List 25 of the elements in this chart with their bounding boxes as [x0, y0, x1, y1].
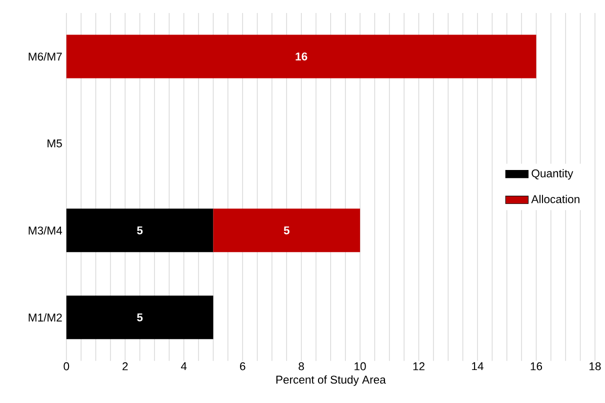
bar: [213, 208, 360, 252]
x-tick-label: 8: [298, 362, 304, 370]
x-tick-label: 12: [413, 362, 424, 370]
x-tick-label: 6: [240, 362, 246, 370]
x-tick-label: 14: [472, 362, 484, 370]
data-label: 5: [137, 226, 143, 234]
y-tick-label: M1/M2: [28, 313, 62, 322]
legend-label: Allocation: [531, 194, 580, 203]
x-tick-label: 0: [64, 362, 70, 370]
bar: [66, 295, 214, 339]
x-tick-label: 4: [180, 362, 187, 370]
data-label: 5: [137, 313, 143, 322]
data-label: 16: [296, 52, 308, 60]
bar: [66, 34, 536, 78]
x-axis-title: Percent of Study Area: [276, 375, 386, 386]
x-tick-label: 16: [530, 362, 542, 370]
y-tick-label: M3/M4: [28, 226, 62, 234]
data-label: 5: [284, 226, 290, 234]
x-tick-label: 10: [354, 362, 366, 370]
legend-label: Quantity: [532, 168, 574, 180]
y-tick-label: M5: [48, 139, 62, 148]
x-tick-label: 18: [590, 362, 601, 370]
y-tick-label: M6/M7: [28, 52, 62, 60]
x-tick-label: 2: [122, 362, 128, 370]
bar: [66, 208, 214, 252]
